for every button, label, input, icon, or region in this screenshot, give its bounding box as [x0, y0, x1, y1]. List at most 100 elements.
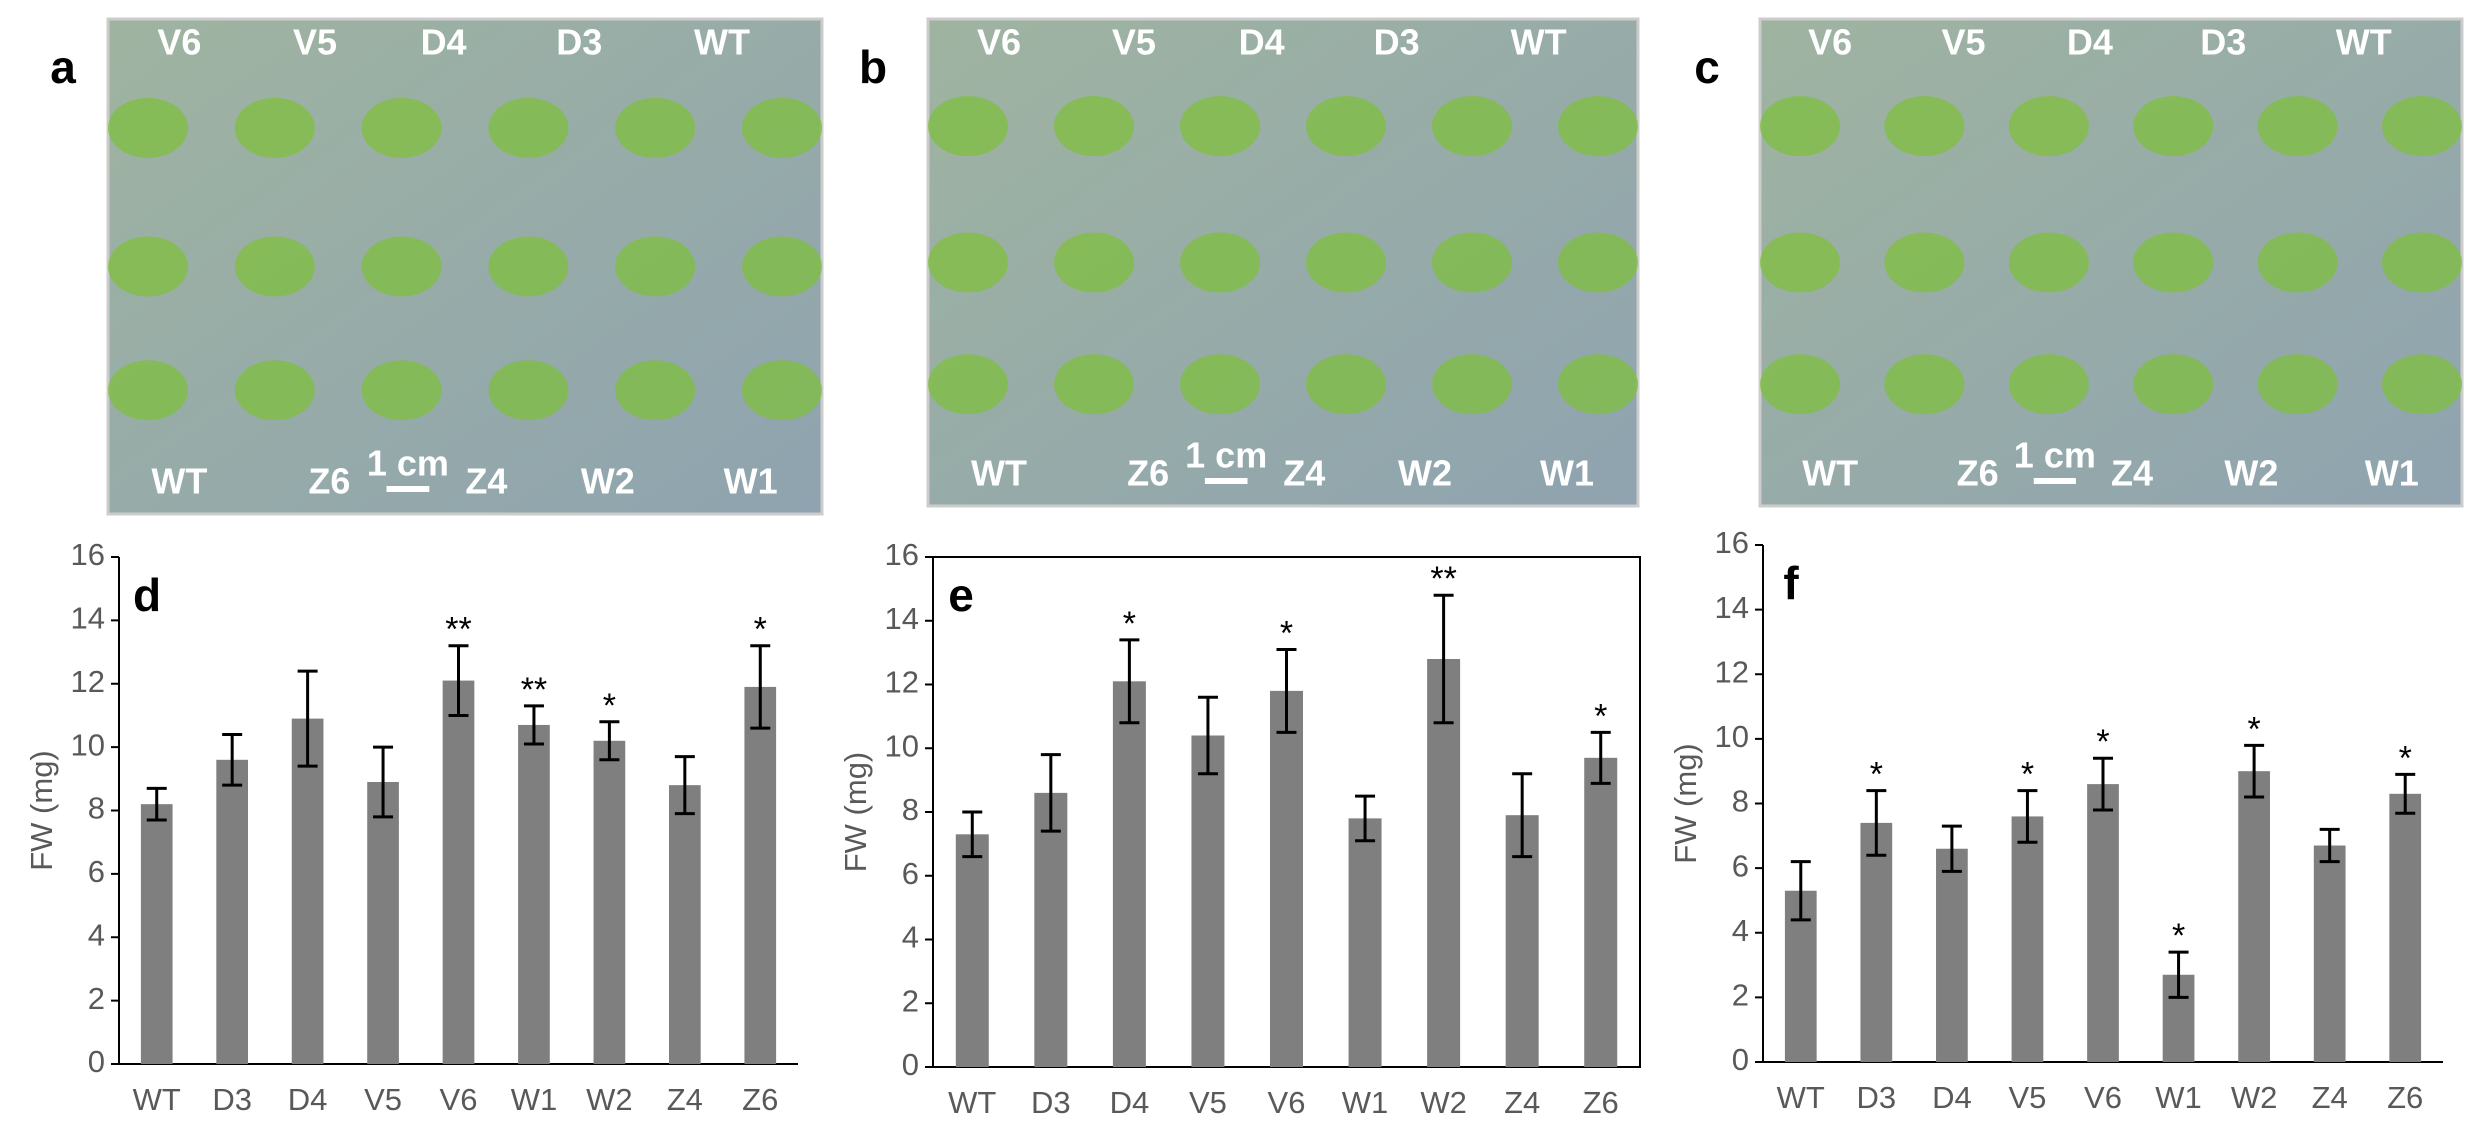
- seedling-cluster: [1432, 354, 1512, 415]
- seedling-cluster: [108, 236, 188, 297]
- x-tick-label: W2: [586, 1082, 633, 1117]
- significance-mark: *: [2399, 739, 2412, 777]
- y-tick-label: 14: [885, 601, 919, 636]
- x-tick-label: Z6: [2387, 1080, 2423, 1115]
- plate-label: WT: [1802, 453, 1858, 494]
- panel-letter: b: [859, 41, 887, 93]
- seedling-cluster: [1180, 354, 1260, 415]
- significance-mark: *: [1594, 697, 1607, 735]
- scale-bar: [1204, 478, 1248, 484]
- bar: [442, 680, 475, 1064]
- bar: [1191, 735, 1225, 1067]
- seedling-cluster: [2257, 232, 2338, 293]
- significance-mark: **: [445, 611, 471, 649]
- bar: [1034, 792, 1068, 1067]
- significance-mark: *: [2247, 710, 2260, 748]
- y-tick-label: 4: [1732, 913, 1749, 948]
- seedling-cluster: [234, 236, 315, 297]
- plate-label: W1: [724, 461, 778, 502]
- seedling-cluster: [1884, 354, 1965, 415]
- bar: [668, 785, 701, 1064]
- seedling-cluster: [742, 236, 822, 297]
- bar: [2238, 771, 2270, 1062]
- x-tick-label: Z6: [1583, 1085, 1619, 1120]
- x-tick-label: W2: [1420, 1085, 1467, 1120]
- x-tick-label: V5: [364, 1082, 402, 1117]
- x-tick-label: D3: [1031, 1085, 1071, 1120]
- plate-label: W2: [2224, 453, 2278, 494]
- plate-label: WT: [2336, 22, 2392, 63]
- y-tick-label: 10: [1715, 719, 1749, 754]
- bar: [2011, 816, 2044, 1062]
- y-axis-label: FW (mg): [24, 750, 59, 871]
- seedling-cluster: [1884, 96, 1965, 157]
- plate-label: WT: [1511, 22, 1567, 63]
- x-tick-label: W1: [2155, 1080, 2202, 1115]
- bar: [1860, 822, 1893, 1062]
- seedling-cluster: [488, 360, 569, 421]
- x-tick-label: D3: [1857, 1080, 1897, 1115]
- seedling-cluster: [2008, 354, 2089, 415]
- plate-label: D4: [1239, 22, 1285, 63]
- seedling-cluster: [2133, 354, 2214, 415]
- photo-plate: [1758, 17, 2464, 508]
- seedling-cluster: [2133, 96, 2214, 157]
- significance-mark: *: [1123, 605, 1136, 643]
- seedling-cluster: [928, 354, 1008, 415]
- seedling-cluster: [1432, 96, 1512, 157]
- bar: [955, 834, 989, 1067]
- plate-label: D4: [421, 22, 467, 63]
- plate-label: W1: [1540, 453, 1594, 494]
- x-tick-label: V6: [2084, 1080, 2122, 1115]
- seedling-cluster: [361, 360, 442, 421]
- bar: [593, 740, 626, 1064]
- seedling-cluster: [2382, 354, 2462, 415]
- significance-mark: *: [603, 687, 616, 725]
- seedling-cluster: [1180, 96, 1260, 157]
- seedling-cluster: [361, 97, 442, 158]
- plate-label: V6: [157, 22, 201, 63]
- y-tick-label: 6: [88, 854, 105, 889]
- seedling-cluster: [928, 232, 1008, 293]
- plate-label: V6: [977, 22, 1021, 63]
- plate-label: W2: [581, 461, 635, 502]
- y-tick-label: 0: [902, 1047, 919, 1082]
- plate-label: WT: [971, 453, 1027, 494]
- y-tick-label: 10: [885, 728, 919, 763]
- bar: [291, 718, 324, 1064]
- seedling-cluster: [488, 97, 569, 158]
- scale-bar: [386, 486, 430, 492]
- plate-label: V5: [1112, 22, 1156, 63]
- scale-label: 1 cm: [1185, 435, 1267, 476]
- seedling-cluster: [361, 236, 442, 297]
- panel-letter: e: [948, 569, 974, 621]
- y-tick-label: 8: [902, 792, 919, 827]
- plate-label: D3: [1374, 22, 1420, 63]
- bar: [1427, 659, 1461, 1067]
- seedling-cluster: [2008, 96, 2089, 157]
- plate-label: Z6: [308, 461, 350, 502]
- bar: [216, 759, 249, 1064]
- seedling-cluster: [742, 360, 822, 421]
- seedling-cluster: [615, 97, 696, 158]
- bar: [140, 804, 173, 1064]
- significance-mark: **: [521, 671, 547, 709]
- x-tick-label: D3: [212, 1082, 252, 1117]
- seedling-cluster: [615, 360, 696, 421]
- x-tick-label: V6: [440, 1082, 478, 1117]
- seedling-cluster: [615, 236, 696, 297]
- plate-label: D4: [2067, 22, 2113, 63]
- x-tick-label: Z6: [742, 1082, 778, 1117]
- seedling-cluster: [2382, 232, 2462, 293]
- y-tick-label: 12: [1715, 654, 1749, 689]
- photo-plate: [106, 17, 824, 516]
- y-tick-label: 2: [88, 981, 105, 1016]
- scale-label: 1 cm: [2014, 435, 2096, 476]
- seedling-cluster: [1760, 96, 1840, 157]
- y-tick-label: 14: [1715, 590, 1749, 625]
- x-tick-label: WT: [133, 1082, 181, 1117]
- seedling-cluster: [108, 97, 188, 158]
- bar: [1270, 690, 1303, 1067]
- panel-letter: a: [50, 41, 76, 93]
